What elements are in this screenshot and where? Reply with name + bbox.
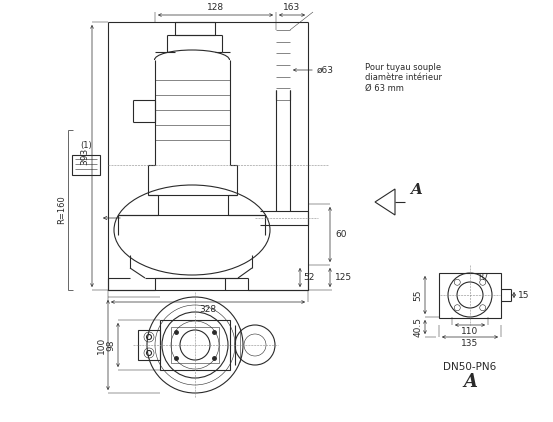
Text: (1): (1) [80,141,92,150]
Text: 135: 135 [461,338,479,347]
Text: 60: 60 [335,230,347,239]
Bar [160,320,230,370]
Text: 15: 15 [518,290,530,300]
Bar [171,327,219,363]
Text: 125: 125 [335,273,352,282]
Text: 328: 328 [200,306,217,314]
Text: Pour tuyau souple: Pour tuyau souple [365,63,441,73]
Text: 55: 55 [414,289,422,301]
Text: A: A [410,183,422,197]
Text: 110: 110 [461,327,479,335]
Text: 393: 393 [81,147,90,165]
Text: DN50-PN6: DN50-PN6 [444,362,497,372]
Text: diamètre intérieur: diamètre intérieur [365,73,442,82]
Text: ø63: ø63 [317,65,334,75]
Text: 128: 128 [207,3,224,13]
Text: A: A [463,373,477,391]
Bar [439,273,501,318]
Text: 40.5: 40.5 [414,317,422,337]
Text: R=160: R=160 [57,196,66,225]
Text: 100: 100 [97,336,106,354]
Text: R7: R7 [478,273,488,281]
Text: 98: 98 [107,339,116,351]
Bar [138,330,160,360]
Text: Ø 63 mm: Ø 63 mm [365,84,404,92]
Text: 52: 52 [303,273,314,282]
Text: 163: 163 [283,3,301,13]
Bar [72,155,100,175]
